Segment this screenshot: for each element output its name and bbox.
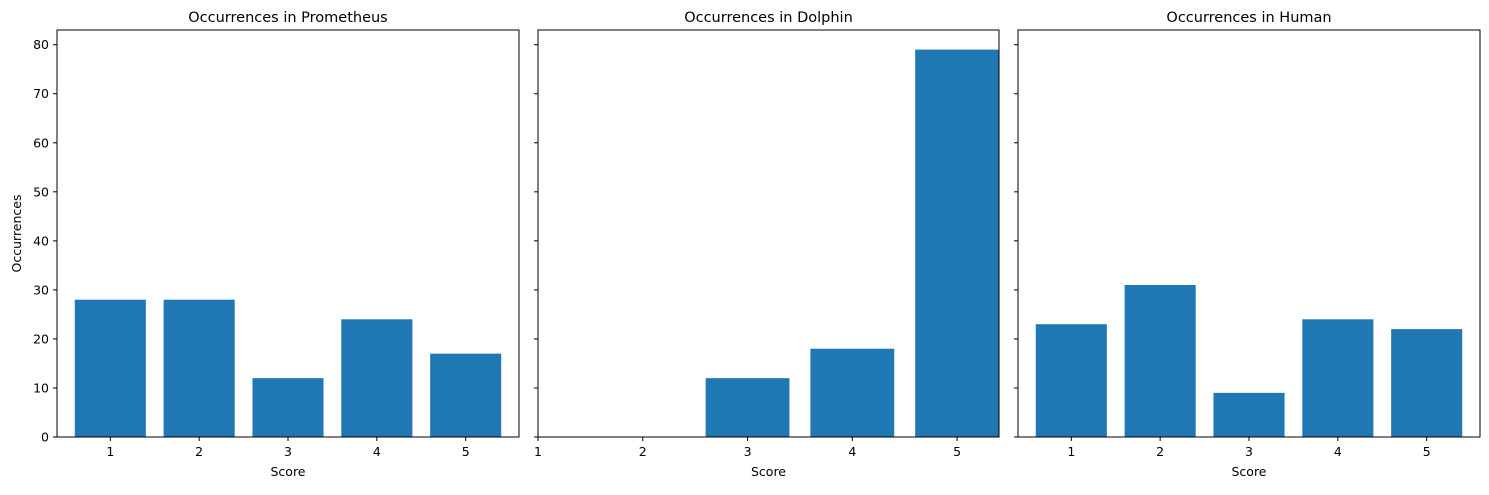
bar-panel3-score-4 bbox=[1302, 319, 1374, 437]
bar-panel2-score-3 bbox=[705, 378, 790, 437]
x-tick-label: 4 bbox=[373, 444, 381, 459]
y-tick-label: 20 bbox=[33, 331, 49, 346]
x-tick-label: 3 bbox=[284, 444, 292, 459]
x-tick-label: 3 bbox=[1245, 444, 1253, 459]
x-tick-label: 3 bbox=[744, 444, 752, 459]
axes-frame-panel2 bbox=[537, 29, 1000, 438]
bar-panel1-score-1 bbox=[74, 299, 146, 437]
x-tick-label: 5 bbox=[1423, 444, 1431, 459]
x-tick-label: 5 bbox=[953, 444, 961, 459]
y-tick-label: 60 bbox=[33, 135, 49, 150]
bar-panel1-score-2 bbox=[163, 299, 235, 437]
x-tick-label: 2 bbox=[195, 444, 203, 459]
y-tick-label: 0 bbox=[41, 430, 49, 445]
bar-panel2-score-4 bbox=[810, 348, 895, 437]
y-axis-label: Occurrences bbox=[9, 195, 24, 273]
y-tick-label: 70 bbox=[33, 86, 49, 101]
y-tick-label: 10 bbox=[33, 380, 49, 395]
chart-title: Occurrences in Human bbox=[1166, 10, 1331, 26]
bar-panel3-score-1 bbox=[1035, 324, 1107, 437]
x-tick-label: 4 bbox=[1334, 444, 1342, 459]
bar-panel3-score-5 bbox=[1391, 329, 1463, 437]
x-tick-label: 1 bbox=[534, 444, 542, 459]
bar-panel3-score-3 bbox=[1213, 392, 1285, 437]
x-axis-label: Score bbox=[270, 464, 305, 479]
bar-panel1-score-5 bbox=[430, 353, 502, 437]
y-tick-label: 30 bbox=[33, 282, 49, 297]
x-tick-label: 1 bbox=[106, 444, 114, 459]
x-tick-label: 2 bbox=[639, 444, 647, 459]
bar-panel2-score-5 bbox=[915, 49, 999, 438]
chart-title: Occurrences in Dolphin bbox=[684, 10, 853, 26]
x-axis-label: Score bbox=[751, 464, 786, 479]
bar-panel1-score-4 bbox=[341, 319, 413, 437]
chart-title: Occurrences in Prometheus bbox=[188, 10, 387, 26]
x-tick-label: 5 bbox=[462, 444, 470, 459]
x-tick-label: 1 bbox=[1067, 444, 1075, 459]
x-tick-label: 4 bbox=[848, 444, 856, 459]
x-axis-label: Score bbox=[1231, 464, 1266, 479]
bar-panel1-score-3 bbox=[252, 378, 324, 437]
y-tick-label: 80 bbox=[33, 37, 49, 52]
bar-panel3-score-2 bbox=[1124, 284, 1196, 437]
y-tick-label: 40 bbox=[33, 233, 49, 248]
x-tick-label: 2 bbox=[1156, 444, 1164, 459]
y-tick-label: 50 bbox=[33, 184, 49, 199]
